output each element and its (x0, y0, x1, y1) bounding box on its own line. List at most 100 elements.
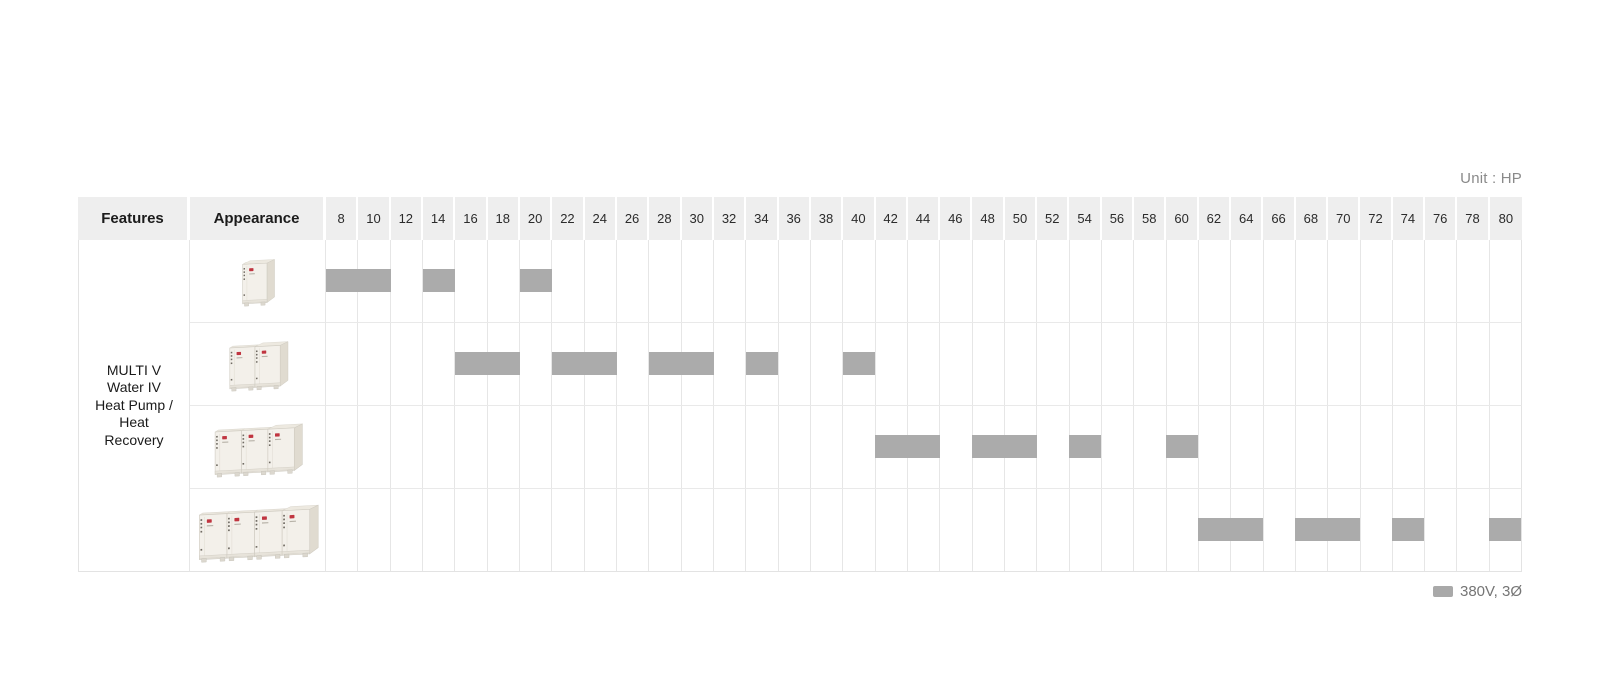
grid-cell (940, 489, 973, 571)
hp-column-header: 44 (907, 197, 941, 240)
grid-cell (973, 240, 1005, 322)
grid-cell (1425, 323, 1458, 405)
grid-cell (1457, 323, 1490, 405)
grid-cell (714, 406, 747, 488)
hp-column-header: 74 (1392, 197, 1426, 240)
grid-cell (1361, 240, 1393, 322)
grid-cell (1102, 489, 1135, 571)
hp-column-header: 24 (584, 197, 617, 240)
grid-cell (908, 406, 941, 488)
grid-cell (1005, 406, 1038, 488)
grid-cell (843, 323, 876, 405)
grid-cell (973, 323, 1005, 405)
capacity-bar (519, 269, 553, 292)
grid-cell (1264, 406, 1296, 488)
grid-cell (1361, 323, 1393, 405)
grid-cell (746, 406, 779, 488)
grid-cell (1231, 323, 1264, 405)
grid-cell (358, 406, 391, 488)
grid-cell (1199, 323, 1232, 405)
capacity-bar (842, 352, 876, 375)
capacity-bar (1068, 435, 1102, 458)
grid-cell (423, 323, 456, 405)
hp-column-header: 78 (1457, 197, 1490, 240)
grid-cell (876, 323, 908, 405)
hp-column-header: 64 (1231, 197, 1264, 240)
grid-cell (1005, 240, 1038, 322)
grid-cell (1328, 240, 1361, 322)
grid-cell (391, 489, 423, 571)
capacity-bar (422, 269, 456, 292)
grid-cell (779, 323, 811, 405)
capacity-bar (1294, 518, 1360, 541)
hp-column-header: 26 (616, 197, 650, 240)
capacity-bar (326, 269, 391, 292)
legend: 380V, 3Ø (1433, 583, 1522, 600)
grid-cell (1005, 323, 1038, 405)
grid-cell (1231, 406, 1264, 488)
grid-cell (455, 240, 488, 322)
grid-cell (585, 240, 617, 322)
hp-column-header: 50 (1004, 197, 1038, 240)
grid-cell (455, 406, 488, 488)
legend-label: 380V, 3Ø (1460, 583, 1522, 600)
grid-cell (649, 240, 682, 322)
grid-cell (488, 240, 520, 322)
grid-cell (682, 240, 714, 322)
grid-cell (876, 489, 908, 571)
grid-cell (1328, 406, 1361, 488)
hp-column-header: 40 (843, 197, 876, 240)
capacity-bar (1198, 518, 1263, 541)
grid-cell (585, 406, 617, 488)
grid-cell (1361, 406, 1393, 488)
capacity-bar (552, 352, 617, 375)
grid-cell (843, 489, 876, 571)
appearance-cell (190, 323, 326, 406)
grid-cell (908, 489, 941, 571)
capacity-bar (1488, 518, 1521, 541)
outdoor-unit-image (242, 259, 276, 307)
grid-cell (1037, 489, 1070, 571)
hp-column-header: 8 (326, 197, 359, 240)
feature-group-label: MULTI V Water IV Heat Pump / Heat Recove… (78, 240, 190, 572)
grid-cell (617, 240, 650, 322)
hp-column-header: 22 (552, 197, 585, 240)
grid-cell (617, 323, 650, 405)
grid-cell (779, 406, 811, 488)
grid-cell (714, 323, 747, 405)
grid-cell (1102, 323, 1135, 405)
capacity-bar (1165, 435, 1199, 458)
grid-cell (455, 489, 488, 571)
grid-cell (1037, 323, 1070, 405)
grid-cell (714, 489, 747, 571)
grid-cell (1199, 406, 1232, 488)
grid-cell (779, 240, 811, 322)
grid-cell (391, 240, 423, 322)
grid-cell (746, 240, 779, 322)
grid-cell (1328, 323, 1361, 405)
grid-cell (1167, 240, 1199, 322)
capacity-track (326, 489, 1522, 572)
hp-column-header: 68 (1295, 197, 1329, 240)
grid-cell (585, 489, 617, 571)
grid-cell (488, 489, 520, 571)
grid-cell (1037, 240, 1070, 322)
grid-cell (1393, 323, 1426, 405)
grid-cell (617, 406, 650, 488)
grid-cell (1070, 406, 1102, 488)
outdoor-unit-image (229, 341, 289, 392)
grid-cell (1425, 406, 1458, 488)
grid-cell (779, 489, 811, 571)
hp-column-header: 56 (1101, 197, 1135, 240)
grid-cell (1167, 406, 1199, 488)
grid-cell (1457, 489, 1490, 571)
grid-cell (843, 406, 876, 488)
hp-column-header: 16 (455, 197, 488, 240)
hp-column-header: 58 (1134, 197, 1167, 240)
grid-cell (1134, 323, 1167, 405)
grid-cell (649, 406, 682, 488)
grid-cell (1167, 489, 1199, 571)
grid-cell (843, 240, 876, 322)
grid-cell (746, 489, 779, 571)
